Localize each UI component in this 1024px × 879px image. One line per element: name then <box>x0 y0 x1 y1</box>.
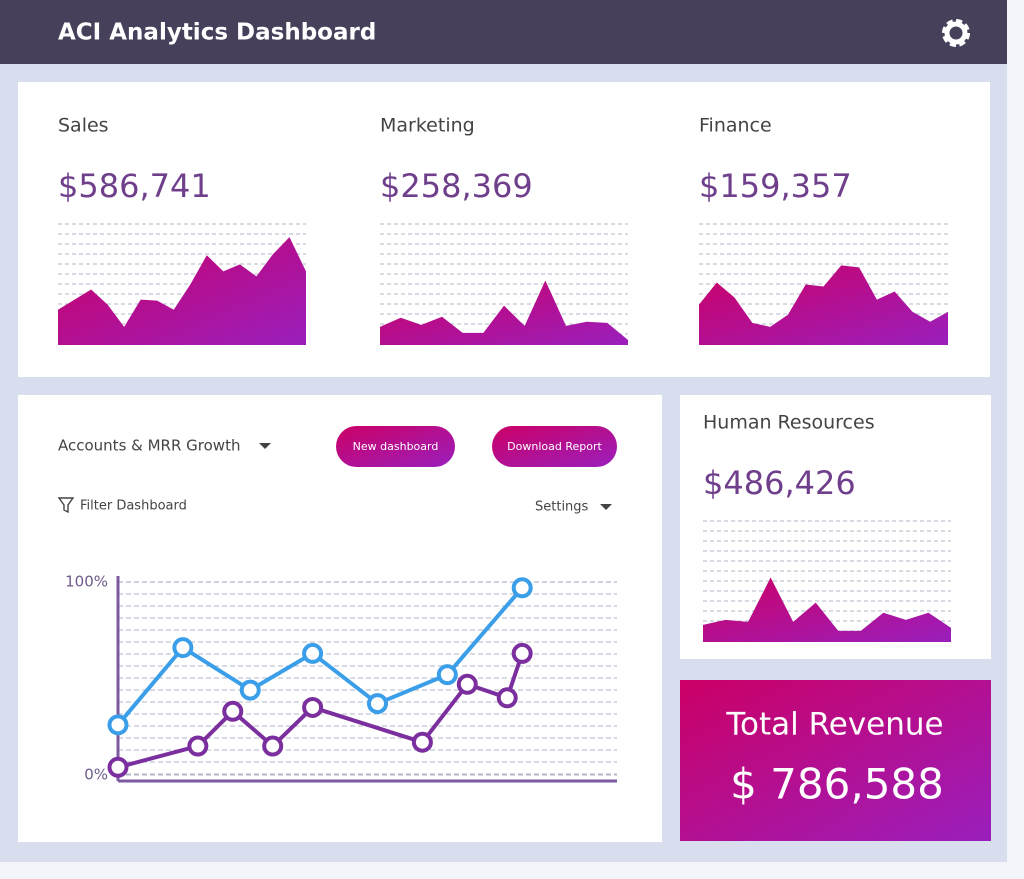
card-label: Sales <box>58 115 109 137</box>
y-tick-label: 0% <box>84 766 108 784</box>
settings-gear[interactable] <box>942 19 970 47</box>
button-label[interactable]: New dashboard <box>353 440 439 453</box>
sparkline-area <box>703 577 951 642</box>
sparkline-area <box>699 265 948 345</box>
filter-icon[interactable] <box>57 497 75 514</box>
header-title: ACI Analytics Dashboard <box>58 20 376 46</box>
series-point <box>436 664 458 686</box>
sparkline-area <box>380 280 628 345</box>
series-point <box>172 637 194 659</box>
settings-label[interactable]: Settings <box>535 500 589 515</box>
series-point <box>511 642 533 664</box>
button-bg[interactable] <box>492 426 617 467</box>
button-label[interactable]: Download Report <box>507 440 602 453</box>
dropdown-arrow[interactable] <box>259 443 271 449</box>
total-amount: $ 786,588 <box>730 760 944 809</box>
dropdown-arrow[interactable] <box>600 504 612 510</box>
series-point <box>496 687 518 709</box>
series-point <box>511 577 533 599</box>
series-point <box>107 714 129 736</box>
card-label: Human Resources <box>703 412 875 434</box>
button-bg[interactable] <box>336 426 455 467</box>
card-label: Marketing <box>380 115 475 137</box>
filter-label[interactable]: Filter Dashboard <box>80 499 187 514</box>
series-point <box>107 756 129 778</box>
card-label: Finance <box>699 115 772 137</box>
growth-title: Accounts & MRR Growth <box>58 437 240 455</box>
series-point <box>456 673 478 695</box>
card-amount: $586,741 <box>58 167 211 205</box>
series-point <box>411 731 433 753</box>
series-point <box>239 679 261 701</box>
series-point <box>302 642 324 664</box>
button[interactable]: New dashboard <box>336 426 455 467</box>
series-point <box>302 696 324 718</box>
card-amount: $159,357 <box>699 167 852 205</box>
header-bar <box>0 0 1007 64</box>
sparkline-area <box>58 237 306 345</box>
series-point <box>222 700 244 722</box>
card-amount: $258,369 <box>380 167 533 205</box>
button[interactable]: Download Report <box>492 426 617 467</box>
hr-panel <box>680 395 991 659</box>
series-point <box>366 693 388 715</box>
y-tick-label: 100% <box>65 573 108 591</box>
card-amount: $486,426 <box>703 464 856 502</box>
total-label: Total Revenue <box>725 707 943 743</box>
series-point <box>187 735 209 757</box>
total-panel <box>680 680 991 841</box>
series-point <box>262 735 284 757</box>
